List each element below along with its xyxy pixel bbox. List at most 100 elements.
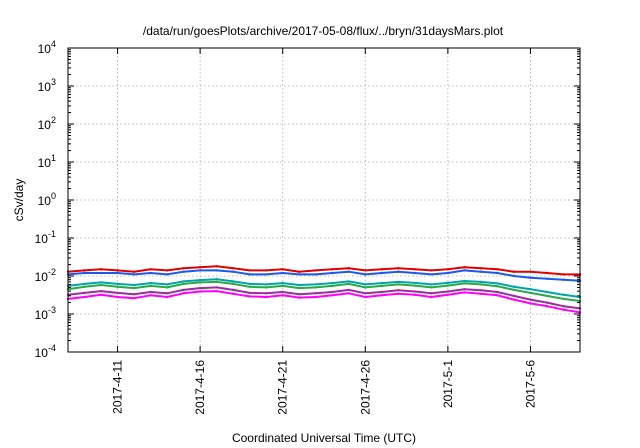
series-point [132, 286, 136, 290]
series-point [446, 271, 450, 275]
series-point [165, 295, 169, 299]
series-point [562, 305, 565, 308]
series-point [314, 292, 317, 295]
series-point [463, 266, 466, 269]
series-point [83, 291, 86, 295]
series-point [232, 267, 235, 270]
series-point [116, 282, 119, 286]
series-point [479, 280, 483, 284]
series-point [248, 269, 251, 272]
series-point [380, 271, 383, 275]
series-point [165, 286, 169, 289]
series-line-2 [67, 269, 581, 282]
series-point [83, 295, 86, 299]
series-point [364, 269, 367, 272]
series-point [463, 269, 466, 272]
series-point [265, 295, 268, 299]
series-point [479, 289, 483, 292]
x-axis-label: Coordinated Universal Time (UTC) [232, 431, 416, 445]
series-point [347, 282, 350, 286]
series-point [529, 276, 532, 279]
series-point [397, 267, 400, 270]
series-point [248, 273, 251, 276]
series-point [132, 293, 136, 296]
y-tick-label: 104 [38, 39, 56, 56]
y-tick-label: 10-3 [35, 305, 56, 322]
series-point [413, 293, 416, 296]
series-point [562, 293, 565, 296]
series-point [479, 267, 483, 270]
series-line-6 [67, 290, 581, 314]
series-point [182, 282, 185, 286]
y-tick-label: 10-4 [35, 343, 56, 360]
series-point [314, 273, 317, 276]
series-point [331, 268, 334, 271]
series-point [116, 271, 119, 275]
series-point [463, 288, 466, 291]
series-point [380, 294, 383, 297]
series-point [298, 293, 301, 296]
series-point [397, 283, 400, 286]
series-line-5 [67, 286, 581, 310]
chart-title: /data/run/goesPlots/archive/2017-05-08/f… [143, 24, 504, 38]
series-point [198, 281, 202, 284]
series-point [265, 283, 268, 286]
series-point [380, 268, 383, 271]
series-point [149, 284, 152, 288]
series-point [83, 285, 86, 288]
series-point [265, 292, 268, 295]
series-line-4 [67, 280, 581, 302]
series-point [198, 290, 202, 293]
series-point [331, 281, 334, 285]
series-point [281, 284, 284, 288]
series-point [347, 280, 350, 283]
series-point [463, 282, 466, 285]
x-tick-label: 2017-4-16 [193, 360, 207, 415]
series-point [265, 286, 268, 289]
series-point [512, 298, 516, 301]
series-point [182, 288, 185, 292]
series-point [281, 268, 284, 271]
series-point [545, 271, 549, 275]
grid [68, 48, 580, 352]
series-point [248, 285, 251, 288]
series-point [364, 286, 367, 289]
series-point [198, 286, 202, 290]
series-point [198, 269, 202, 272]
series-point [232, 280, 235, 283]
series-point [298, 283, 301, 287]
series-point [562, 308, 565, 311]
series-point [248, 282, 251, 286]
x-tick-label: 2017-4-21 [276, 360, 290, 415]
series-point [496, 282, 499, 285]
series-point [116, 285, 119, 288]
series-layer [66, 265, 582, 314]
series-point [496, 285, 499, 288]
series-point [99, 281, 103, 284]
series-point [215, 278, 218, 281]
series-point [281, 281, 284, 285]
series-point [281, 290, 284, 294]
series-point [380, 284, 383, 288]
series-point [149, 268, 152, 271]
series-point [298, 273, 301, 276]
series-point [281, 271, 284, 275]
series-point [132, 297, 136, 300]
series-point [413, 290, 416, 293]
series-point [529, 288, 532, 291]
series-point [149, 271, 152, 275]
series-point [298, 270, 301, 273]
y-tick-label: 101 [38, 153, 56, 170]
series-point [446, 281, 450, 285]
series-point [182, 270, 185, 273]
series-point [562, 278, 565, 281]
series-point [512, 294, 516, 298]
series-point [545, 290, 549, 294]
series-point [413, 284, 416, 287]
series-line-3 [67, 278, 581, 298]
series-point [215, 269, 218, 272]
series-point [529, 298, 532, 301]
y-tick-label: 103 [38, 77, 56, 94]
series-point [132, 283, 136, 287]
